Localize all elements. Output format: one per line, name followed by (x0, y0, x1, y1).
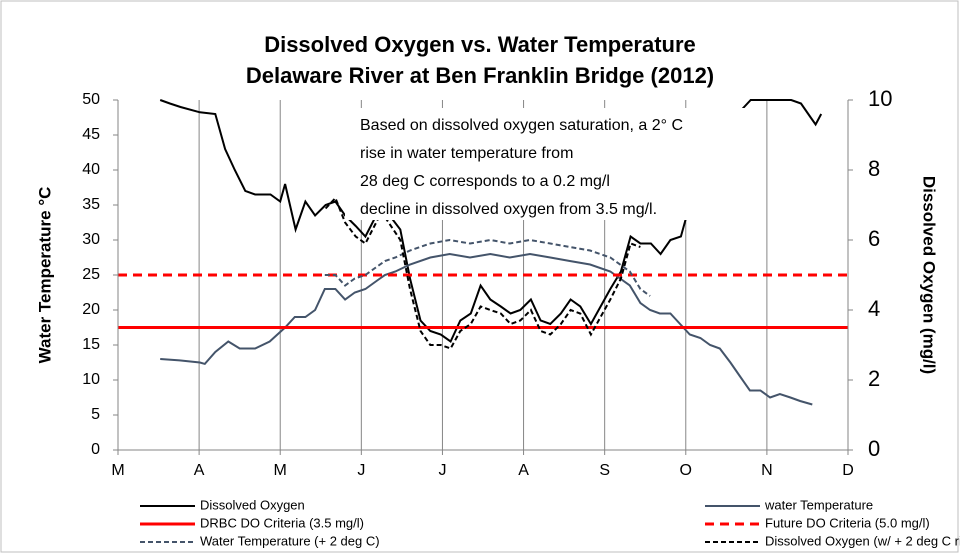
x-tick-label: J (357, 462, 365, 479)
y-tick-label: 40 (82, 161, 100, 178)
y-axis-title: Water Temperature °C (35, 187, 54, 364)
y2-tick-label: 8 (868, 156, 880, 181)
y2-axis-title: Dissolved Oxygen (mg/l) (920, 176, 939, 374)
y2-tick-label: 10 (868, 86, 892, 111)
legend-label: Water Temperature (+ 2 deg C) (200, 533, 380, 548)
y-tick-label: 50 (82, 91, 100, 108)
legend-label: water Temperature (764, 497, 873, 512)
y2-tick-label: 0 (868, 436, 880, 461)
legend-label: Dissolved Oxygen (200, 497, 305, 512)
y-tick-label: 0 (91, 441, 100, 458)
annotation-text: 28 deg C corresponds to a 0.2 mg/l (360, 173, 610, 190)
y-tick-label: 25 (82, 266, 100, 283)
chart-title: Dissolved Oxygen vs. Water Temperature (264, 32, 696, 57)
y-tick-label: 30 (82, 231, 100, 248)
x-tick-label: N (761, 462, 773, 479)
y2-tick-label: 2 (868, 366, 880, 391)
x-tick-label: D (842, 462, 854, 479)
annotation-text: rise in water temperature from (360, 145, 573, 162)
y-tick-label: 15 (82, 336, 100, 353)
legend-label: Dissolved Oxygen (w/ + 2 deg C rise) (765, 533, 960, 548)
y2-tick-label: 4 (868, 296, 880, 321)
y-tick-label: 5 (91, 406, 100, 423)
x-tick-label: A (518, 462, 529, 479)
y-tick-label: 20 (82, 301, 100, 318)
legend-label: Future DO Criteria (5.0 mg/l) (765, 515, 930, 530)
annotation-text: Based on dissolved oxygen saturation, a … (360, 117, 683, 134)
annotation: Based on dissolved oxygen saturation, a … (360, 117, 683, 218)
data-line (324, 238, 651, 297)
annotation-text: decline in dissolved oxygen from 3.5 mg/… (360, 201, 657, 218)
x-tick-label: S (599, 462, 610, 479)
y2-tick-label: 6 (868, 226, 880, 251)
annotation-box (345, 108, 765, 220)
x-tick-label: M (274, 462, 287, 479)
x-tick-label: O (680, 462, 692, 479)
chart-title: Delaware River at Ben Franklin Bridge (2… (246, 63, 714, 88)
x-tick-label: M (111, 462, 124, 479)
legend: Dissolved Oxygen water Temperature DRBC DO… (140, 497, 960, 548)
data-line (160, 252, 813, 406)
x-tick-label: A (194, 462, 205, 479)
y-tick-label: 35 (82, 196, 100, 213)
legend-label: DRBC DO Criteria (3.5 mg/l) (200, 515, 364, 530)
y-tick-label: 10 (82, 371, 100, 388)
plot-lines (118, 99, 848, 406)
y-tick-label: 45 (82, 126, 100, 143)
x-tick-label: J (438, 462, 446, 479)
